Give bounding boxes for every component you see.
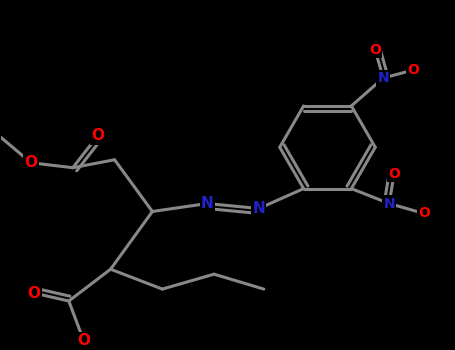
Text: O: O (388, 167, 400, 181)
Text: O: O (27, 286, 40, 301)
Text: N: N (253, 201, 265, 216)
Text: O: O (418, 206, 430, 220)
Text: O: O (25, 155, 37, 170)
Text: N: N (377, 71, 389, 85)
Text: N: N (201, 196, 213, 211)
Text: O: O (91, 128, 104, 143)
Text: O: O (369, 43, 381, 57)
Text: O: O (77, 333, 90, 348)
Text: N: N (384, 197, 395, 211)
Text: O: O (407, 63, 419, 77)
